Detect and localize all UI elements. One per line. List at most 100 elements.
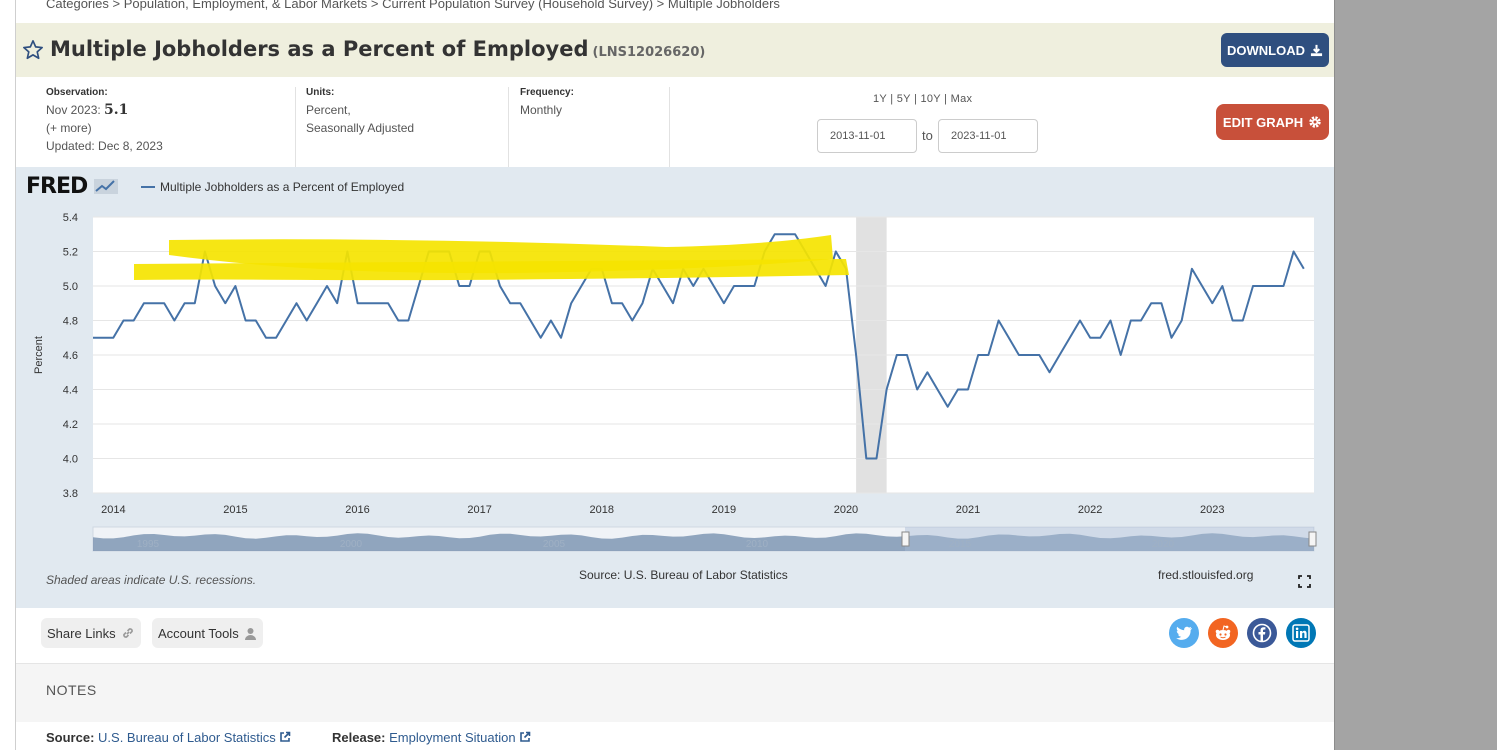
navigator-selection: [905, 527, 1314, 551]
highlight-stroke: [134, 259, 849, 281]
edit-graph-button[interactable]: EDIT GRAPH: [1216, 104, 1329, 140]
series-title: Multiple Jobholders as a Percent of Empl…: [50, 37, 589, 61]
breadcrumb-item[interactable]: Multiple Jobholders: [667, 0, 780, 11]
release-link[interactable]: Employment Situation: [389, 730, 516, 745]
x-tick-label: 2015: [223, 504, 247, 516]
link-icon: [122, 628, 133, 638]
range-5y[interactable]: 5Y: [896, 93, 911, 105]
divider: [669, 87, 670, 167]
breadcrumb: Categories > Population, Employment, & L…: [46, 0, 780, 11]
window-left-edge: [0, 0, 16, 750]
breadcrumb-item[interactable]: Population, Employment, & Labor Markets: [123, 0, 368, 11]
breadcrumb-item[interactable]: Categories: [46, 0, 109, 11]
more-link[interactable]: (+ more): [46, 121, 92, 135]
line-chart[interactable]: 3.8 4.0 4.2 4.4 4.6 4.8 5.0 5.2 5.4 2014 2015 2016 2…: [16, 167, 1334, 562]
navigator-label: 2010: [746, 539, 769, 550]
fullscreen-icon[interactable]: [1298, 575, 1311, 588]
share-links-button[interactable]: Share Links: [41, 618, 141, 648]
notes-section: NOTES Source: U.S. Bureau of Labor Stati…: [16, 664, 1334, 750]
breadcrumb-separator: >: [656, 0, 665, 11]
range-selector: 1Y | 5Y | 10Y | Max: [873, 93, 973, 105]
chart-site[interactable]: fred.stlouisfed.org: [1158, 568, 1254, 582]
fred-chart-icon: [93, 179, 118, 194]
y-axis-label: Percent: [33, 336, 45, 374]
breadcrumb-item[interactable]: Current Population Survey (Household Sur…: [382, 0, 654, 11]
y-tick-label: 4.0: [63, 454, 78, 466]
navigator-handle[interactable]: [1308, 531, 1317, 547]
chart-area: FRED Multiple Jobholders as a Percent of…: [16, 167, 1334, 608]
user-icon: [244, 627, 256, 640]
source-label: Source:: [46, 730, 95, 745]
twitter-icon[interactable]: [1169, 618, 1199, 648]
navigator-handle[interactable]: [901, 531, 910, 547]
navigator-label: 2000: [340, 539, 363, 550]
x-tick-label: 2018: [590, 504, 614, 516]
series-id: (LNS12026620): [592, 45, 706, 60]
x-tick-label: 2017: [467, 504, 491, 516]
navigator-label: 2020: [1152, 539, 1175, 550]
observation-block: Observation: Nov 2023: 5.1 (+ more) Upda…: [46, 87, 163, 155]
y-tick-label: 3.8: [63, 488, 78, 500]
source-link[interactable]: U.S. Bureau of Labor Statistics: [98, 730, 276, 745]
page-title: Multiple Jobholders as a Percent of Empl…: [50, 37, 705, 61]
gear-icon: [1309, 116, 1321, 128]
download-button[interactable]: DOWNLOAD: [1221, 33, 1329, 67]
legend-label[interactable]: Multiple Jobholders as a Percent of Empl…: [160, 180, 405, 194]
frequency-label: Frequency:: [520, 87, 574, 98]
notes-release: Release: Employment Situation: [332, 730, 531, 745]
x-tick-label: 2014: [101, 504, 125, 516]
updated-date: Updated: Dec 8, 2023: [46, 139, 163, 153]
divider: [508, 87, 509, 167]
x-tick-label: 2023: [1200, 504, 1224, 516]
navigator-label: 2005: [543, 539, 566, 550]
x-tick-label: 2022: [1078, 504, 1102, 516]
end-date-input[interactable]: 2023-11-01: [938, 119, 1038, 153]
series-title-bar: Multiple Jobholders as a Percent of Empl…: [16, 23, 1334, 77]
y-tick-label: 4.2: [63, 419, 78, 431]
account-tools-label: Account Tools: [158, 625, 239, 641]
fred-logo: FRED: [26, 174, 118, 199]
star-icon[interactable]: [22, 39, 44, 61]
x-tick-label: 2021: [956, 504, 980, 516]
units-value: Percent,: [306, 103, 351, 117]
breadcrumb-separator: >: [370, 0, 379, 11]
frequency-value: Monthly: [520, 103, 563, 117]
account-tools-button[interactable]: Account Tools: [152, 618, 263, 648]
external-link-icon: [520, 731, 531, 742]
reddit-icon[interactable]: [1208, 618, 1238, 648]
x-tick-label: 2020: [834, 504, 858, 516]
recession-note: Shaded areas indicate U.S. recessions.: [46, 573, 257, 587]
share-links-label: Share Links: [47, 625, 116, 641]
window-right-edge: [1334, 0, 1497, 750]
fred-page: Categories > Population, Employment, & L…: [16, 0, 1334, 750]
frequency-block: Frequency: Monthly: [520, 87, 574, 119]
units-adjustment: Seasonally Adjusted: [306, 121, 415, 135]
breadcrumb-separator: >: [112, 0, 121, 11]
navigator-label: 2015: [949, 539, 972, 550]
units-label: Units:: [306, 87, 335, 98]
download-label: DOWNLOAD: [1227, 42, 1305, 58]
notes-source: Source: U.S. Bureau of Labor Statistics: [46, 730, 291, 745]
navigator-series: [93, 533, 1314, 551]
notes-title: NOTES: [46, 682, 97, 698]
facebook-icon[interactable]: [1247, 618, 1277, 648]
legend-swatch: [141, 186, 155, 188]
observation-date: Nov 2023:: [46, 103, 101, 117]
download-icon: [1310, 44, 1323, 56]
share-toolbar: Share Links Account Tools: [16, 608, 1334, 664]
to-label: to: [922, 128, 933, 143]
x-tick-label: 2016: [345, 504, 369, 516]
external-link-icon: [280, 731, 291, 742]
range-max[interactable]: Max: [950, 93, 973, 105]
y-tick-label: 4.8: [63, 316, 78, 328]
range-1y[interactable]: 1Y: [873, 93, 887, 105]
release-label: Release:: [332, 730, 386, 745]
x-tick-label: 2019: [712, 504, 736, 516]
series-meta: Observation: Nov 2023: 5.1 (+ more) Upda…: [16, 77, 1334, 167]
edit-graph-label: EDIT GRAPH: [1222, 114, 1304, 130]
y-tick-label: 4.4: [63, 385, 78, 397]
start-date-input[interactable]: 2013-11-01: [817, 119, 917, 153]
linkedin-icon[interactable]: [1286, 618, 1316, 648]
y-tick-label: 5.4: [63, 212, 78, 224]
range-10y[interactable]: 10Y: [920, 93, 941, 105]
